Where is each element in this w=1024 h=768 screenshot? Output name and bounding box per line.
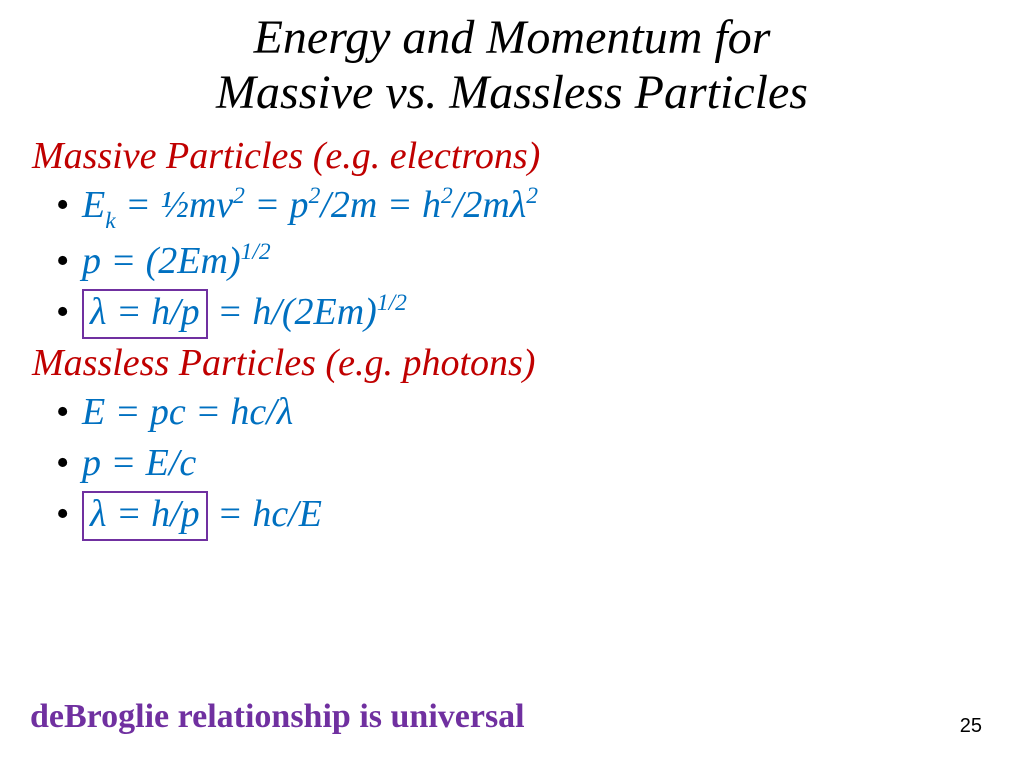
eq-sup: 1/2 [241, 239, 271, 265]
eq-sup: 2 [441, 183, 453, 209]
massless-eq-3: λ = h/p = hc/E [56, 489, 994, 541]
eq-text: E = pc = hc/λ [82, 391, 293, 433]
section-massless-label: Massless Particles (e.g. photons) [30, 341, 994, 385]
eq-text: /2m = h [320, 184, 441, 226]
eq-sup: 2 [233, 183, 245, 209]
eq-text: = hc/E [208, 493, 322, 535]
section-massive-label: Massive Particles (e.g. electrons) [30, 134, 994, 178]
massive-eq-2: p = (2Em)1/2 [56, 236, 994, 287]
massive-equation-list: Ek = ½mv2 = p2/2m = h2/2mλ2 p = (2Em)1/2… [30, 180, 994, 338]
title-line-2: Massive vs. Massless Particles [216, 66, 808, 119]
eq-sup: 2 [526, 183, 538, 209]
eq-text: = ½mv [116, 184, 233, 226]
slide-title: Energy and Momentum for Massive vs. Mass… [30, 10, 994, 120]
footer-statement: deBroglie relationship is universal [30, 698, 525, 736]
eq-sub: k [105, 208, 115, 234]
eq-sup: 2 [309, 183, 321, 209]
boxed-debroglie-massive: λ = h/p [82, 289, 208, 339]
boxed-debroglie-massless: λ = h/p [82, 491, 208, 541]
slide-container: Energy and Momentum for Massive vs. Mass… [0, 0, 1024, 768]
eq-text: p = (2Em) [82, 240, 241, 282]
eq-sup: 1/2 [377, 290, 407, 316]
massless-eq-1: E = pc = hc/λ [56, 387, 994, 438]
massive-eq-3: λ = h/p = h/(2Em)1/2 [56, 287, 994, 339]
page-number: 25 [960, 715, 982, 738]
massless-eq-2: p = E/c [56, 438, 994, 489]
eq-text: = p [245, 184, 309, 226]
eq-text: E [82, 184, 105, 226]
eq-text: /2mλ [453, 184, 526, 226]
eq-text: = h/(2Em) [208, 291, 377, 333]
massive-eq-1: Ek = ½mv2 = p2/2m = h2/2mλ2 [56, 180, 994, 235]
eq-text: p = E/c [82, 442, 196, 484]
massless-equation-list: E = pc = hc/λ p = E/c λ = h/p = hc/E [30, 387, 994, 541]
title-line-1: Energy and Momentum for [254, 11, 771, 64]
